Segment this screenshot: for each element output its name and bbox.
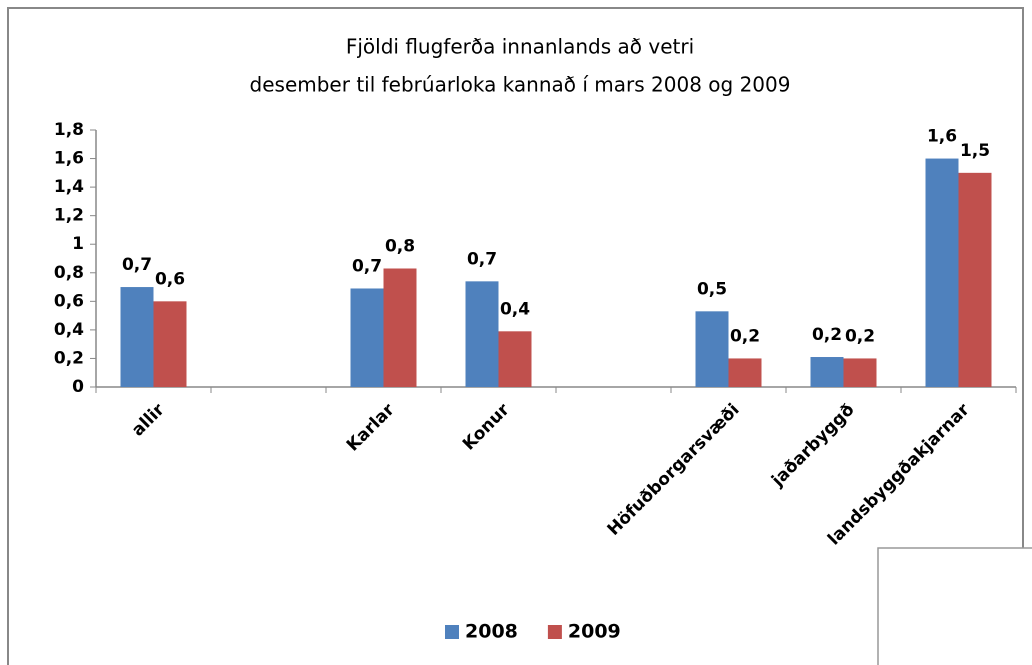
value-label: 0,2 — [730, 326, 760, 346]
legend-swatch — [445, 625, 459, 639]
bar — [153, 301, 187, 387]
bar — [350, 288, 384, 387]
y-tick-label: 1,8 — [54, 120, 84, 140]
bar — [465, 281, 499, 387]
legend-label: 2008 — [465, 621, 518, 643]
legend-swatch — [547, 625, 562, 639]
value-label: 1,5 — [960, 141, 990, 161]
value-label: 1,6 — [927, 127, 957, 147]
bar — [695, 311, 729, 387]
y-tick-label: 1,4 — [54, 177, 84, 197]
value-label: 0,7 — [122, 255, 152, 275]
bar — [843, 358, 877, 387]
overlay-box — [877, 547, 1032, 665]
value-label: 0,8 — [385, 236, 415, 256]
y-tick-label: 0 — [72, 377, 84, 397]
y-tick-label: 0,4 — [54, 320, 84, 340]
value-label: 0,2 — [812, 325, 842, 345]
y-tick-label: 0,2 — [54, 348, 84, 368]
y-tick-label: 0,8 — [54, 263, 84, 283]
y-tick-label: 0,6 — [54, 291, 84, 311]
bar — [958, 172, 992, 387]
y-tick-label: 1 — [72, 234, 84, 254]
value-label: 0,5 — [697, 279, 727, 299]
legend-label: 2009 — [568, 621, 621, 643]
bar — [925, 158, 959, 387]
value-label: 0,7 — [352, 256, 382, 276]
bar — [728, 358, 762, 387]
value-label: 0,2 — [845, 326, 875, 346]
chart-subtitle: desember til febrúarloka kannað í mars 2… — [250, 73, 791, 97]
chart-title: Fjöldi flugferða innanlands að vetri — [346, 35, 694, 59]
bar — [810, 357, 844, 387]
y-tick-label: 1,2 — [54, 206, 84, 226]
value-label: 0,4 — [500, 299, 530, 319]
bar — [120, 287, 154, 387]
y-tick-label: 1,6 — [54, 149, 84, 169]
bar — [498, 331, 532, 387]
value-label: 0,6 — [155, 269, 185, 289]
bar — [383, 268, 417, 387]
value-label: 0,7 — [467, 249, 497, 269]
